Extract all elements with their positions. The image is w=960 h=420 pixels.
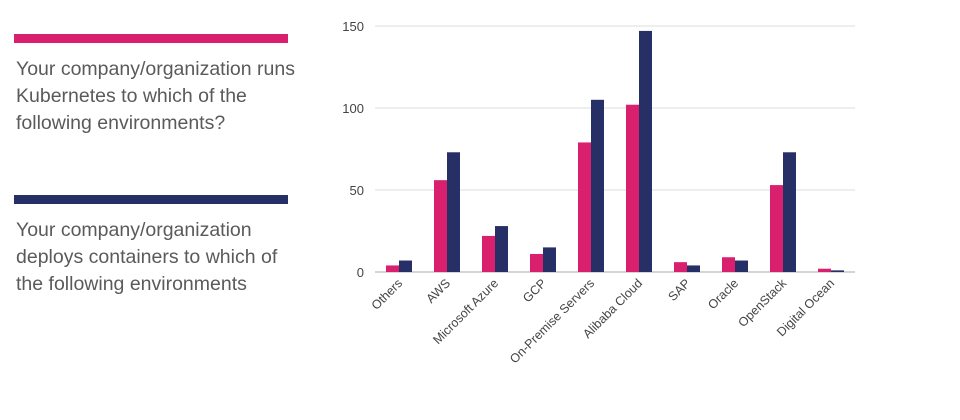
bar (434, 180, 447, 272)
bar (399, 260, 412, 272)
bar (530, 253, 543, 272)
bar (447, 152, 460, 272)
y-tick-label: 0 (357, 265, 364, 280)
y-tick-label: 100 (342, 101, 364, 116)
x-tick-label: Others (369, 276, 405, 312)
legend-label-series-1: Your company/organization runs Kubernete… (16, 58, 295, 134)
bar (626, 104, 639, 272)
bar (674, 262, 687, 272)
x-tick-label: SAP (666, 276, 694, 304)
bar (639, 30, 652, 273)
legend-series-2: Your company/organization deploys contai… (14, 195, 304, 298)
x-tick-label: AWS (423, 276, 453, 306)
legend-label-series-2: Your company/organization deploys contai… (16, 219, 278, 295)
x-tick-label: On-Premise Servers (507, 276, 597, 366)
bar (543, 247, 556, 272)
x-tick-label: Oracle (705, 276, 741, 312)
bar (735, 260, 748, 272)
bar (386, 265, 399, 272)
bar (482, 235, 495, 272)
bar (783, 152, 796, 272)
bar (591, 99, 604, 272)
bar (831, 270, 844, 272)
legend-swatch-series-1 (14, 34, 288, 43)
bar (495, 226, 508, 272)
bar (770, 185, 783, 272)
y-tick-label: 150 (342, 19, 364, 34)
bar (818, 268, 831, 272)
legend-swatch-series-2 (14, 195, 288, 204)
y-tick-label: 50 (350, 183, 364, 198)
x-tick-label: GCP (520, 276, 549, 305)
bar (722, 257, 735, 272)
bar (578, 142, 591, 272)
legend-series-1: Your company/organization runs Kubernete… (14, 34, 304, 137)
bar (687, 265, 700, 272)
